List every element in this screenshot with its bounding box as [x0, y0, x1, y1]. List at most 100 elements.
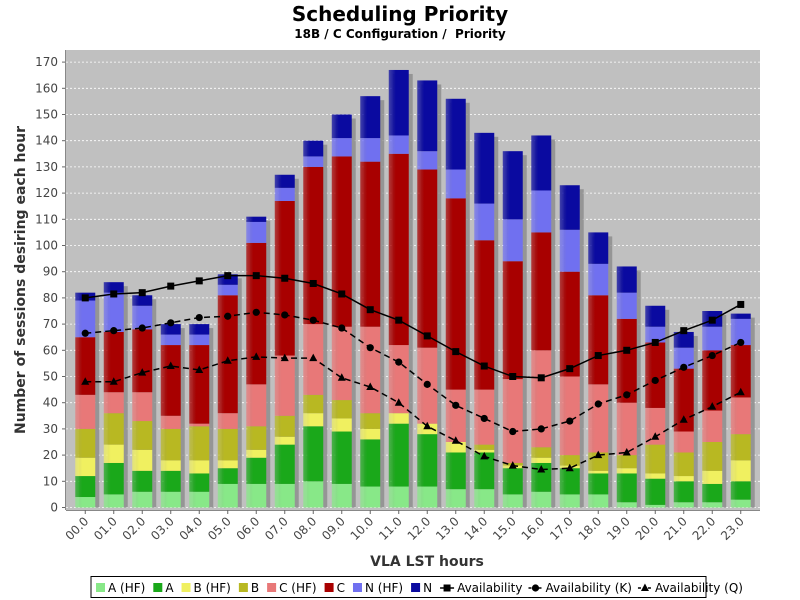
bar-segment-c	[502, 261, 523, 380]
legend-label: C	[337, 581, 345, 595]
bar-segment-n-hf	[388, 135, 409, 154]
bar-segment-b-hf	[645, 473, 666, 479]
bar-segment-a	[531, 462, 552, 492]
y-tick-label: 10	[43, 474, 58, 488]
availability-marker	[138, 289, 146, 297]
bar-segment-b-hf	[474, 449, 495, 453]
bar-segment-n	[103, 282, 124, 293]
bar-segment-b-hf	[531, 457, 552, 463]
x-tick-label: 22.0	[690, 514, 719, 543]
bar-segment-a	[445, 452, 466, 490]
y-tick-label: 60	[43, 343, 58, 357]
bar-segment-c	[189, 345, 210, 424]
availability-q-marker	[81, 377, 90, 385]
legend-label: B	[251, 581, 259, 595]
bar-segment-n	[673, 331, 694, 348]
bar-segment-n	[246, 216, 267, 222]
x-tick-label: 04.0	[177, 514, 206, 543]
x-tick-label: 18.0	[576, 514, 605, 543]
bar-segment-n-hf	[502, 219, 523, 262]
bar-segment-a-hf	[559, 494, 580, 508]
bar-segment-n-hf	[189, 334, 210, 346]
y-tick-label: 0	[50, 501, 58, 515]
bar-segment-a	[246, 457, 267, 484]
bar-segment-c	[303, 166, 324, 325]
availability-marker	[680, 327, 688, 335]
bar-segment-b-hf	[673, 476, 694, 482]
legend-label: C (HF)	[279, 581, 316, 595]
bar-segment-a-hf	[645, 504, 666, 508]
bar-segment-a-hf	[274, 483, 295, 508]
bar-segment-b	[303, 394, 324, 414]
y-tick-label: 100	[35, 239, 58, 253]
legend-label: N (HF)	[365, 581, 403, 595]
availability-q-marker	[679, 415, 688, 423]
bar-segment-b-hf	[331, 418, 352, 432]
bar-segment-b-hf	[103, 444, 124, 463]
y-tick-label: 40	[43, 396, 58, 410]
bar-segment-b-hf	[75, 457, 96, 477]
bar-segment-n	[417, 80, 438, 152]
legend-label: B (HF)	[194, 581, 231, 595]
availability-q-marker	[594, 450, 603, 459]
availability-q-marker	[736, 387, 745, 396]
bar-segment-b	[160, 428, 181, 461]
bar-segment-c	[588, 295, 609, 385]
availability-q-marker	[337, 373, 346, 381]
bar-segment-a-hf	[702, 502, 723, 508]
bar-segment-c	[331, 156, 352, 327]
bar-segment-a	[645, 478, 666, 505]
bar-segment-n	[559, 185, 580, 230]
availability-q-marker	[309, 353, 318, 362]
bar-segment-b	[616, 455, 637, 469]
x-tick-label: 02.0	[120, 514, 149, 543]
bar-segment-b-hf	[588, 470, 609, 474]
y-tick-label: 50	[43, 370, 58, 384]
availability-q-marker	[394, 398, 403, 406]
y-tick-label: 130	[35, 160, 58, 174]
availability-marker	[509, 373, 517, 380]
bar-segment-c	[388, 153, 409, 346]
availability-q-marker	[622, 447, 631, 456]
bar-segment-c	[445, 198, 466, 390]
legend: A (HF) A B (HF) B C (HF) C N (HF) N Availability…	[90, 576, 743, 598]
bar-segment-a-hf	[417, 486, 438, 508]
x-tick-label: 20.0	[633, 514, 662, 543]
chart-subtitle: 18B / C Configuration / Priority	[294, 27, 506, 41]
bar-segment-a-hf	[331, 483, 352, 508]
availability-k-marker	[81, 329, 89, 337]
bar-segment-a	[132, 470, 153, 492]
availability-marker	[110, 290, 118, 298]
availability-k-marker	[423, 380, 431, 388]
bar-segment-b-hf	[730, 460, 751, 482]
bar-segment-n-hf	[474, 203, 495, 241]
bar-segment-c	[559, 271, 580, 377]
bar-segment-a	[730, 481, 751, 500]
availability-q-marker	[451, 436, 460, 444]
bar-segment-a-hf	[217, 483, 238, 508]
bar-segment-b	[474, 444, 495, 450]
legend-label: Availability	[457, 581, 522, 595]
bar-segment-b	[360, 413, 381, 429]
legend-swatch	[238, 583, 248, 592]
bar-segment-a	[673, 481, 694, 503]
bar-segment-c-hf	[502, 379, 523, 463]
bar-segment-n	[274, 174, 295, 188]
bar-segment-b-hf	[274, 436, 295, 445]
x-tick-label: 16.0	[519, 514, 548, 543]
availability-marker	[623, 346, 631, 354]
bar-segment-n	[360, 96, 381, 139]
bar-segment-b	[531, 447, 552, 458]
availability-marker	[395, 316, 403, 324]
availability-marker	[480, 362, 488, 370]
bar-segment-c	[645, 342, 666, 408]
availability-q-marker	[109, 377, 118, 385]
bar-segment-c-hf	[616, 402, 637, 456]
bar-segment-n-hf	[303, 156, 324, 167]
bar-segment-c	[531, 232, 552, 351]
bar-segment-a	[160, 470, 181, 492]
bar-segment-a	[75, 476, 96, 498]
bar-segment-a	[189, 473, 210, 492]
bar-segment-a	[702, 483, 723, 503]
bar-segment-b	[673, 452, 694, 477]
